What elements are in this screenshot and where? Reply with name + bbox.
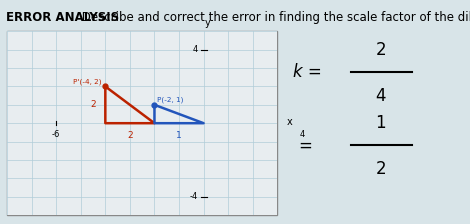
Text: 1: 1 <box>176 131 182 140</box>
Text: k =: k = <box>292 63 321 81</box>
Text: 2: 2 <box>376 160 386 178</box>
Text: 2: 2 <box>376 41 386 59</box>
Text: 4: 4 <box>192 45 197 54</box>
Text: P'(-4, 2): P'(-4, 2) <box>73 78 102 85</box>
Text: -4: -4 <box>189 192 197 201</box>
Text: Describe and correct the error in finding the scale factor of the dilation.: Describe and correct the error in findin… <box>78 11 470 24</box>
Text: 1: 1 <box>376 114 386 132</box>
Text: P(-2, 1): P(-2, 1) <box>157 97 183 103</box>
Text: =: = <box>298 136 312 154</box>
Text: -6: -6 <box>52 130 60 139</box>
Text: X: X <box>9 47 19 60</box>
Text: ERROR ANALYSIS: ERROR ANALYSIS <box>6 11 119 24</box>
Text: 4: 4 <box>376 87 386 105</box>
Text: 2: 2 <box>90 100 96 109</box>
Text: 2: 2 <box>127 131 133 140</box>
Text: 4: 4 <box>299 130 305 139</box>
Text: x: x <box>287 117 293 127</box>
Text: y: y <box>204 18 210 28</box>
